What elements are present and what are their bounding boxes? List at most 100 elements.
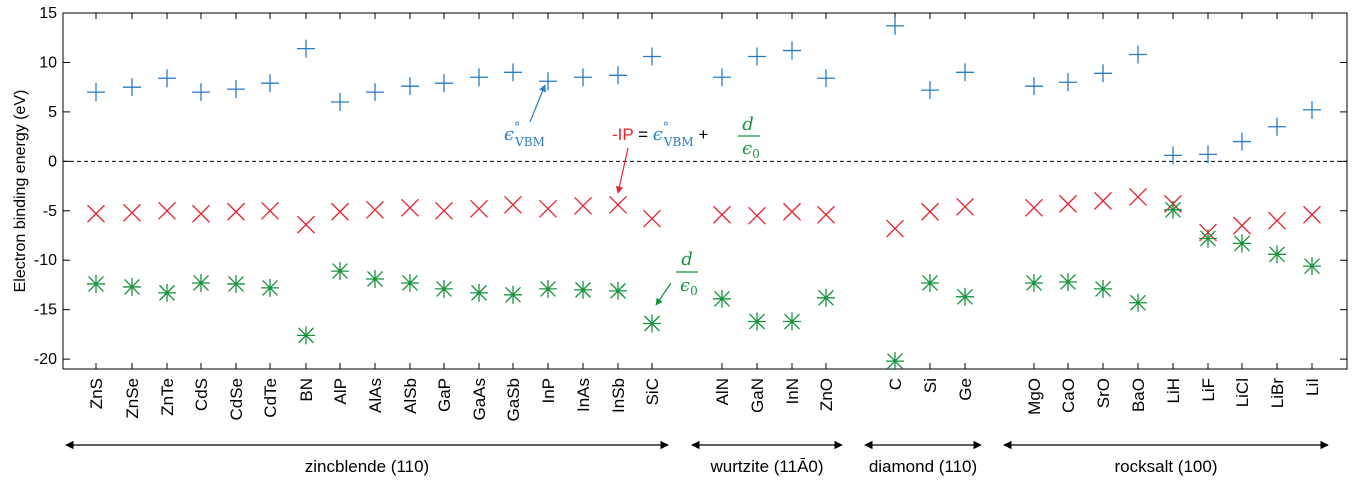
point-star-GaAs: [470, 283, 488, 302]
category-label-SrO: SrO: [1094, 378, 1113, 408]
point-cross-ZnO: [817, 205, 835, 224]
point-cross-SrO: [1094, 191, 1112, 210]
point-plus-CdS: [192, 83, 210, 102]
point-star-CaO: [1059, 272, 1077, 291]
point-star-GaSb: [504, 285, 522, 304]
y-tick-label: 5: [48, 104, 57, 121]
category-label-InN: InN: [783, 378, 802, 404]
point-cross-CdTe: [261, 201, 279, 220]
point-plus-ZnTe: [158, 69, 176, 88]
ip-frac-den: ϵ: [742, 138, 752, 159]
ip-equals: =: [633, 125, 652, 144]
arrow-vbm: [529, 84, 546, 123]
d-frac-den: ϵ: [680, 275, 690, 296]
ip-sub: VBM: [663, 135, 694, 149]
point-cross-AlN: [713, 205, 731, 224]
group-brackets: zincblende (110) wurtzite (11Ā0) diamond (…: [65, 440, 1329, 476]
category-label-InP: InP: [539, 378, 558, 404]
point-plus-SiC: [643, 47, 661, 66]
point-star-C: [886, 352, 904, 371]
point-plus-GaP: [435, 74, 453, 93]
point-star-SrO: [1094, 279, 1112, 298]
axes: -20 -15 -10 -5 0 5 10 15: [34, 5, 1348, 370]
category-label-SiC: SiC: [643, 378, 662, 405]
y-tick-label: -15: [34, 302, 57, 319]
point-plus-AlN: [713, 68, 731, 87]
point-cross-InSb: [609, 195, 627, 214]
svg-text:-IP = ϵ°VBM +: -IP = ϵ° VBM +: [612, 120, 708, 149]
category-label-AlP: AlP: [331, 378, 350, 404]
point-star-GaN: [748, 312, 766, 331]
ip-frac-den-sub: 0: [752, 147, 760, 161]
y-tick-label: -20: [34, 351, 57, 368]
category-label-CdS: CdS: [192, 378, 211, 411]
point-star-MgO: [1025, 273, 1043, 292]
vbm-sup: °: [514, 120, 520, 134]
point-plus-Ge: [956, 63, 974, 82]
point-plus-CdSe: [227, 80, 245, 99]
point-star-InAs: [574, 280, 592, 299]
point-plus-GaAs: [470, 68, 488, 87]
point-star-GaP: [435, 279, 453, 298]
point-cross-CdS: [192, 204, 210, 223]
point-star-AlSb: [401, 273, 419, 292]
point-cross-LiI: [1303, 205, 1321, 224]
y-tick-label: 10: [39, 54, 57, 71]
svg-text:ϵ0: ϵ0: [742, 138, 760, 161]
point-star-SiC: [643, 314, 661, 333]
category-label-MgO: MgO: [1025, 378, 1044, 415]
point-cross-BN: [297, 215, 315, 234]
point-cross-LiCl: [1233, 216, 1251, 235]
point-star-LiH: [1164, 200, 1182, 219]
point-cross-C: [886, 219, 904, 238]
arrow-d: [655, 282, 672, 306]
point-star-LiF: [1199, 229, 1217, 248]
point-cross-Ge: [956, 197, 974, 216]
point-plus-GaSb: [504, 63, 522, 82]
y-tick-label: 15: [39, 5, 57, 22]
ip-prefix: -IP: [612, 125, 633, 144]
point-plus-AlAs: [366, 83, 384, 102]
point-plus-ZnSe: [123, 78, 141, 97]
point-star-LiI: [1303, 257, 1321, 276]
category-label-LiH: LiH: [1164, 378, 1183, 404]
point-star-ZnO: [817, 288, 835, 307]
ip-sup: °: [663, 120, 669, 134]
category-label-InAs: InAs: [574, 378, 593, 412]
y-tick-label: -5: [43, 203, 57, 220]
category-label-Ge: Ge: [956, 378, 975, 401]
vbm-sub: VBM: [514, 135, 545, 149]
category-label-AlSb: AlSb: [401, 378, 420, 414]
category-label-GaN: GaN: [748, 378, 767, 413]
category-label-ZnS: ZnS: [87, 378, 106, 409]
point-plus-InAs: [574, 68, 592, 87]
point-star-BaO: [1129, 293, 1147, 312]
category-label-CdSe: CdSe: [227, 378, 246, 421]
point-cross-InAs: [574, 196, 592, 215]
point-plus-GaN: [748, 47, 766, 66]
vbm-symbol: ϵ: [504, 124, 514, 145]
category-label-GaAs: GaAs: [470, 378, 489, 421]
point-star-AlAs: [366, 270, 384, 289]
ip-plus: +: [694, 125, 709, 144]
category-label-GaP: GaP: [435, 378, 454, 412]
category-label-BN: BN: [297, 378, 316, 402]
point-cross-MgO: [1025, 198, 1043, 217]
point-plus-ZnS: [87, 83, 105, 102]
group-label: zincblende (110): [305, 457, 429, 476]
point-cross-GaSb: [504, 195, 522, 214]
point-cross-AlAs: [366, 200, 384, 219]
annotation-ip: -IP = ϵ° VBM + d ϵ0: [612, 114, 760, 194]
point-star-InSb: [609, 281, 627, 300]
point-star-Ge: [956, 287, 974, 306]
svg-text:ϵ°VBM: ϵ° VBM: [504, 120, 545, 149]
point-star-ZnTe: [158, 283, 176, 302]
category-label-Si: Si: [921, 378, 940, 393]
point-star-InN: [783, 312, 801, 331]
point-plus-ZnO: [817, 69, 835, 88]
point-star-AlN: [713, 289, 731, 308]
point-plus-SrO: [1094, 64, 1112, 83]
point-plus-AlSb: [401, 77, 419, 96]
point-plus-LiI: [1303, 100, 1321, 119]
